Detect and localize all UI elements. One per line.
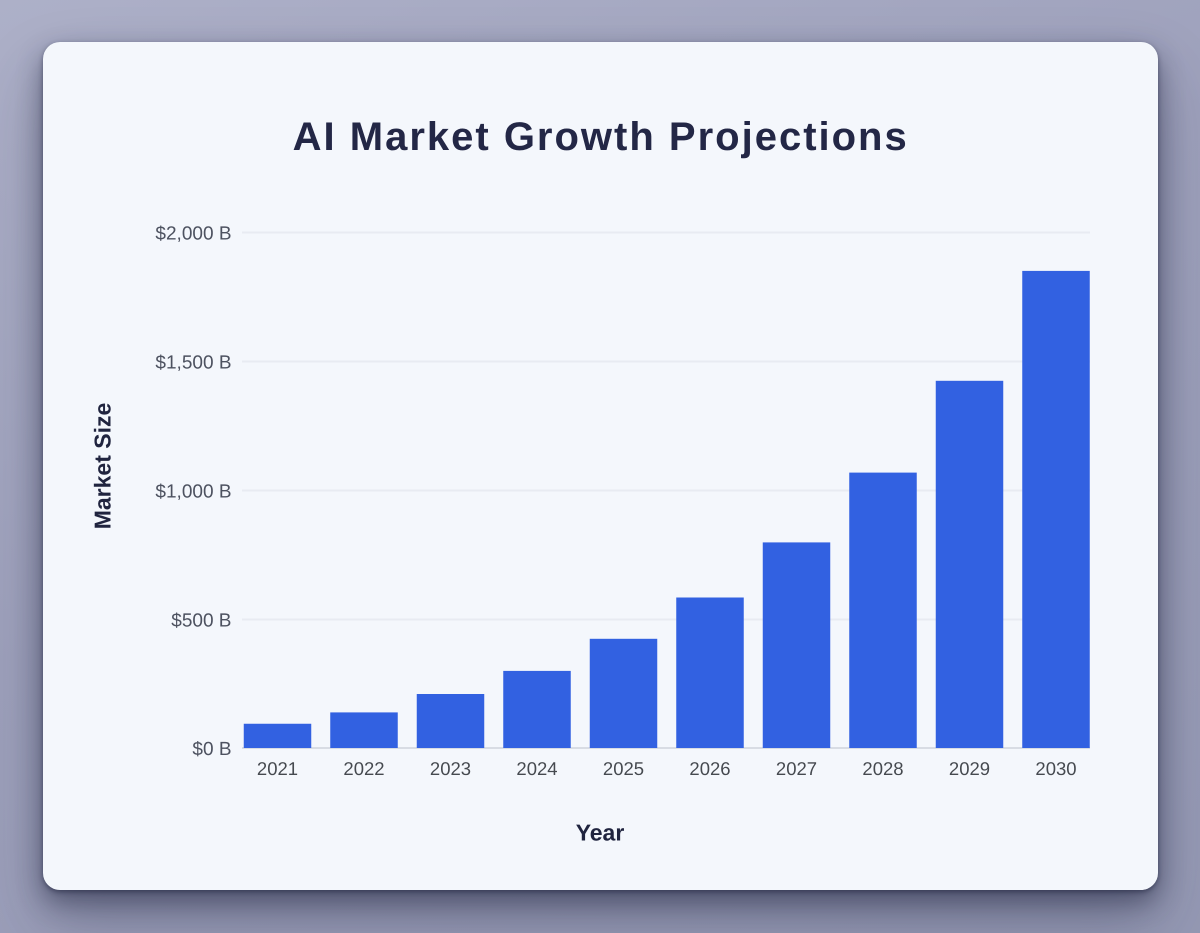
svg-text:2024: 2024 [516, 758, 557, 779]
svg-text:AI Market Growth Projections: AI Market Growth Projections [293, 115, 909, 159]
svg-text:2026: 2026 [689, 758, 730, 779]
svg-text:$1,500 B: $1,500 B [155, 352, 231, 373]
svg-text:$1,000 B: $1,000 B [155, 481, 231, 502]
svg-text:2023: 2023 [430, 758, 471, 779]
svg-text:2029: 2029 [949, 758, 990, 779]
svg-text:2022: 2022 [343, 758, 384, 779]
svg-text:2021: 2021 [257, 758, 298, 779]
svg-text:$500 B: $500 B [171, 610, 231, 631]
svg-text:$0 B: $0 B [192, 739, 231, 760]
svg-text:2028: 2028 [862, 758, 903, 779]
svg-text:$2,000 B: $2,000 B [155, 223, 231, 244]
svg-text:2027: 2027 [776, 758, 817, 779]
svg-text:2030: 2030 [1035, 758, 1076, 779]
svg-text:Market Size: Market Size [90, 403, 116, 530]
svg-text:Year: Year [576, 820, 625, 846]
svg-text:2025: 2025 [603, 758, 644, 779]
